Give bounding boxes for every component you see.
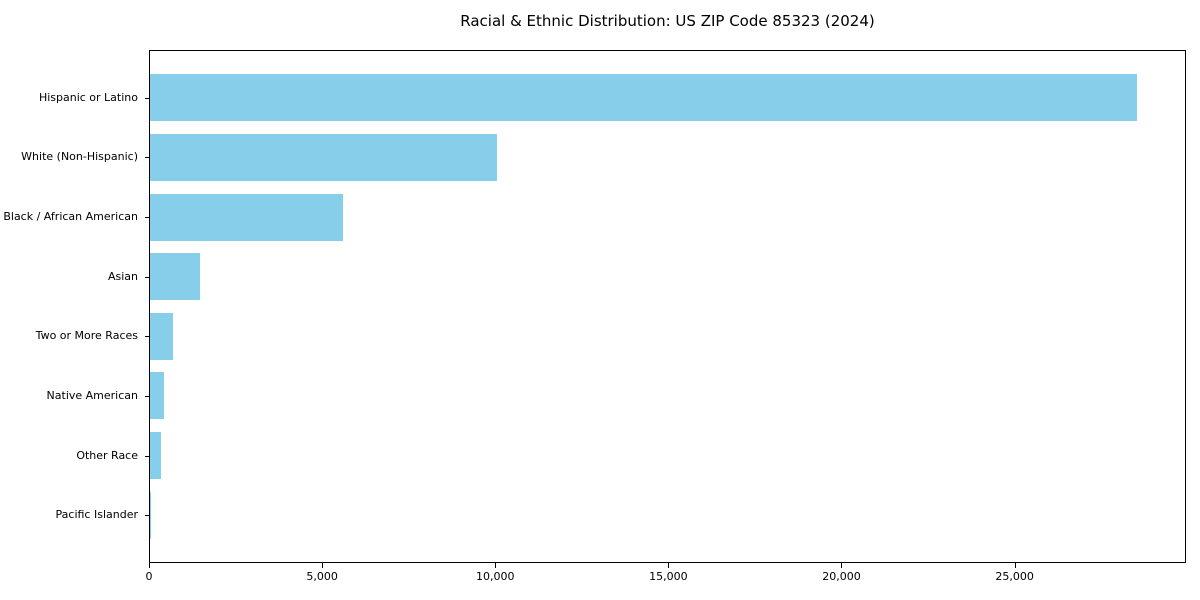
y-tick-mark: [145, 455, 149, 457]
y-axis-label: Pacific Islander: [55, 508, 138, 522]
x-tick-mark: [495, 563, 497, 568]
y-tick-mark: [145, 336, 149, 338]
bar-white-non-hispanic: [150, 133, 498, 181]
y-axis-label: Two or More Races: [35, 329, 138, 343]
y-tick-mark: [145, 217, 149, 219]
y-tick-mark: [145, 395, 149, 397]
y-tick-mark: [145, 157, 149, 159]
bar-hispanic-or-latino: [150, 74, 1137, 122]
bar-pacific-islander: [150, 491, 152, 539]
x-tick-label: 5,000: [306, 570, 338, 583]
x-tick-label: 10,000: [475, 570, 515, 583]
x-tick-label: 15,000: [649, 570, 688, 583]
bar-other-race: [150, 432, 162, 480]
x-tick-mark: [1014, 563, 1016, 568]
bar-native-american: [150, 372, 164, 420]
y-tick-mark: [145, 515, 149, 517]
chart-title: Racial & Ethnic Distribution: US ZIP Cod…: [460, 12, 875, 30]
bar-two-or-more-races: [150, 312, 174, 360]
x-tick-label: 0: [145, 570, 153, 583]
x-tick-mark: [322, 563, 324, 568]
bar-black-african-american: [150, 193, 344, 241]
y-axis-label: Hispanic or Latino: [38, 90, 138, 104]
x-tick-label: 20,000: [822, 570, 861, 583]
y-axis-label: Asian: [107, 269, 138, 283]
x-tick-label: 25,000: [995, 570, 1034, 583]
x-tick-mark: [149, 563, 150, 568]
y-axis-label: Black / African American: [3, 210, 138, 224]
y-axis-label: Native American: [46, 388, 138, 402]
x-tick-mark: [668, 563, 670, 568]
y-axis-label: Other Race: [76, 448, 138, 462]
y-tick-mark: [145, 276, 149, 278]
x-tick-mark: [841, 563, 843, 568]
y-axis-label: White (Non-Hispanic): [21, 150, 138, 164]
bar-asian: [150, 253, 200, 301]
plot-area: [149, 50, 1186, 563]
y-tick-mark: [145, 97, 149, 99]
